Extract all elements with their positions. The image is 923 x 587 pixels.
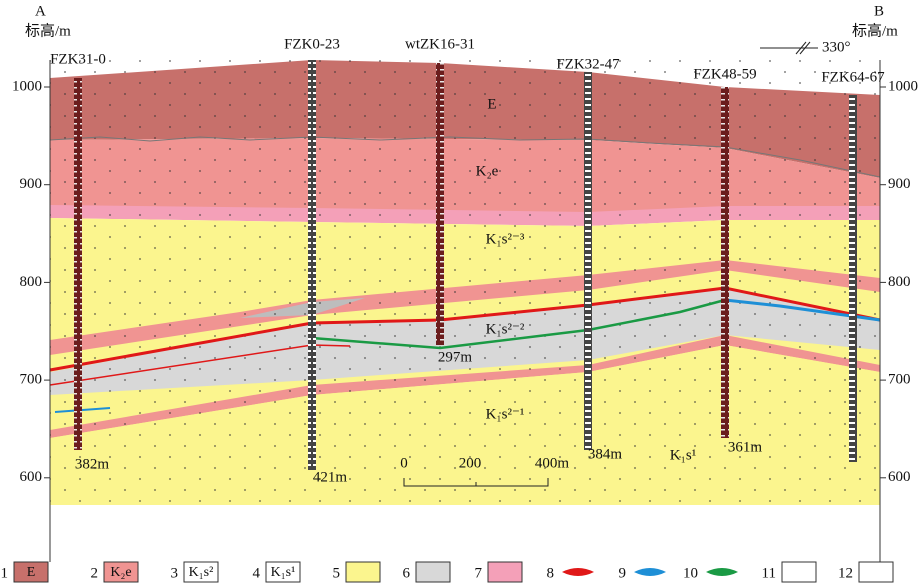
legend-swatch bbox=[416, 562, 450, 582]
axis-title: 标高/m bbox=[852, 22, 898, 39]
legend-number: 3 bbox=[171, 565, 179, 581]
borehole-name: wtZK16-31 bbox=[405, 36, 475, 52]
borehole bbox=[584, 72, 592, 450]
borehole bbox=[436, 63, 444, 345]
borehole bbox=[308, 60, 316, 470]
tick-label: 900 bbox=[888, 176, 911, 192]
borehole-depth: 421m bbox=[313, 469, 348, 485]
legend-swatch bbox=[346, 562, 380, 582]
tick-label: 600 bbox=[20, 469, 43, 485]
legend-swatch bbox=[782, 562, 816, 582]
legend-number: 9 bbox=[619, 565, 627, 581]
legend-number: 5 bbox=[333, 565, 341, 581]
legend-swatch bbox=[634, 568, 666, 576]
scale-label: 200 bbox=[459, 455, 482, 471]
tick-label: 700 bbox=[20, 372, 43, 388]
legend-number: 12 bbox=[838, 565, 853, 581]
borehole-depth: 384m bbox=[588, 446, 623, 462]
axis-title: 标高/m bbox=[25, 22, 71, 39]
borehole-depth: 361m bbox=[728, 439, 763, 455]
tick-label: 800 bbox=[20, 274, 43, 290]
borehole-name: FZK31-0 bbox=[50, 51, 106, 67]
tick-label: 1000 bbox=[12, 78, 42, 94]
legend-number: 4 bbox=[253, 565, 261, 581]
legend-number: 10 bbox=[683, 565, 698, 581]
legend-number: 11 bbox=[762, 565, 776, 581]
orientation: 330° bbox=[822, 39, 851, 55]
end-label: B bbox=[874, 3, 884, 19]
legend-number: 1 bbox=[1, 565, 9, 581]
legend-label: E bbox=[27, 565, 36, 580]
scale-label: 400m bbox=[535, 455, 570, 471]
tick-label: 1000 bbox=[888, 78, 918, 94]
legend-number: 6 bbox=[403, 565, 411, 581]
borehole bbox=[849, 95, 857, 462]
layer-label: K₁s²⁻³ bbox=[486, 231, 525, 247]
layer-label: K₁s¹ bbox=[670, 447, 696, 463]
layer-label: K₂e bbox=[476, 163, 499, 179]
borehole-depth: 382m bbox=[75, 456, 110, 472]
tick-label: 900 bbox=[20, 176, 43, 192]
borehole bbox=[74, 78, 82, 450]
tick-label: 600 bbox=[888, 469, 911, 485]
legend-number: 7 bbox=[475, 565, 483, 581]
legend-swatch bbox=[706, 568, 738, 576]
legend-label: K₂e bbox=[110, 565, 131, 580]
borehole-name: FZK48-59 bbox=[693, 66, 756, 82]
layer-label: K₁s²⁻² bbox=[486, 321, 525, 337]
borehole-name: FZK0-23 bbox=[284, 36, 340, 52]
legend-label: K₁s² bbox=[189, 565, 214, 580]
legend-swatch bbox=[859, 562, 893, 582]
borehole bbox=[721, 87, 729, 438]
legend-number: 8 bbox=[547, 565, 555, 581]
borehole-depth: 297m bbox=[438, 349, 473, 365]
legend-swatch bbox=[562, 568, 594, 576]
legend-swatch bbox=[488, 562, 522, 582]
borehole-name: FZK32-47 bbox=[556, 56, 620, 72]
end-label: A bbox=[35, 3, 46, 19]
cross-section: A 标高/m B 标高/m 330° 0 200 400m 1000 1000 90… bbox=[0, 0, 923, 587]
tick-label: 700 bbox=[888, 372, 911, 388]
layer-label: K₁s²⁻¹ bbox=[486, 406, 525, 422]
legend-number: 2 bbox=[91, 565, 99, 581]
borehole-name: FZK64-67 bbox=[821, 69, 885, 85]
legend-label: K₁s¹ bbox=[271, 565, 296, 580]
scale-label: 0 bbox=[400, 455, 408, 471]
layer-label: E bbox=[487, 96, 496, 112]
tick-label: 800 bbox=[888, 274, 911, 290]
